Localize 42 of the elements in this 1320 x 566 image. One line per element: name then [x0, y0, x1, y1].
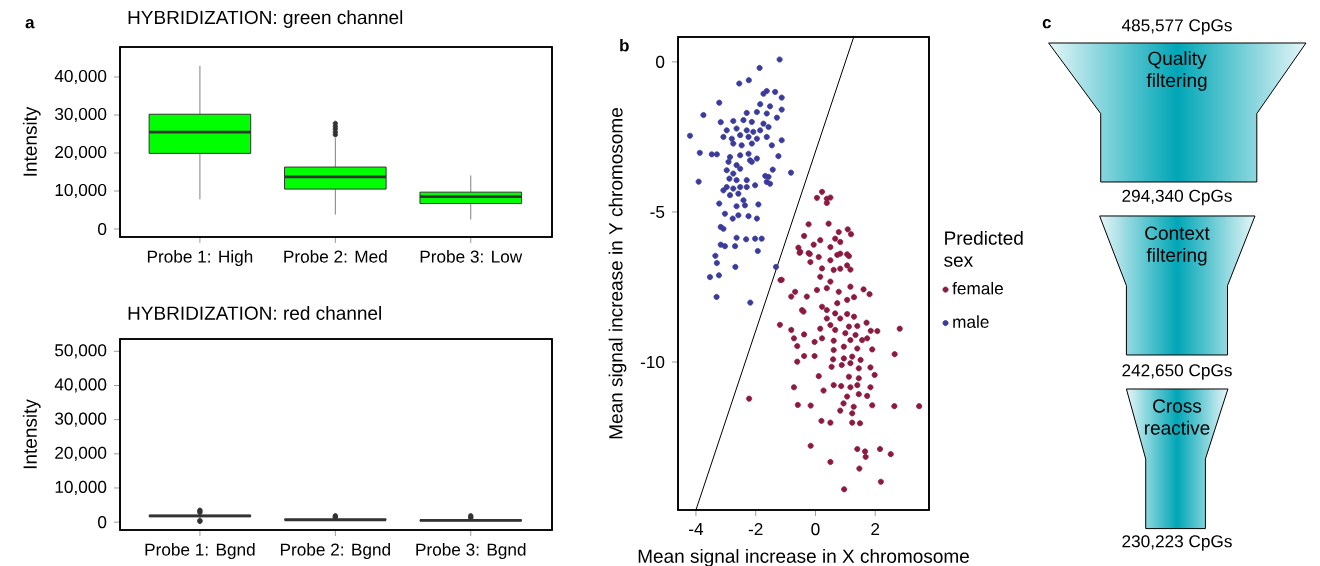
category-label: Cross reactive [1145, 399, 1210, 435]
legend-title: Predicted sex [944, 230, 1023, 267]
text: 242,650 CpGs [1122, 364, 1232, 380]
y-tick-label: 10,000 [55, 183, 107, 199]
x-tick-label: -4 [689, 523, 704, 535]
y-axis-title: Mean signal increase in Y chromosome [608, 108, 627, 439]
text: 294,340 CpGs [1122, 189, 1232, 206]
x-tick-label: Probe 3: Bgnd [416, 543, 526, 560]
x-tick-label: -2 [748, 523, 763, 536]
category-label: Context filtering [1145, 226, 1210, 266]
y-axis-title: Intensity [22, 399, 41, 469]
y-tick-label: 20,000 [55, 446, 107, 461]
y-tick-label: 50,000 [55, 344, 107, 359]
y-tick-label: 30,000 [55, 412, 107, 427]
chart-title: HYBRIDIZATION: red channel [128, 305, 381, 320]
y-axis-title: Intensity [22, 106, 41, 176]
text: 485,577 CpGs [1121, 19, 1232, 35]
legend-label: female [952, 281, 1003, 295]
text: b [620, 39, 629, 52]
y-tick-label: 40,000 [54, 69, 107, 85]
y-tick-label: -5 [650, 205, 665, 218]
y-tick-label: -10 [640, 355, 665, 369]
category-label: Quality filtering [1146, 51, 1207, 91]
y-tick-label: 30,000 [55, 107, 107, 123]
x-tick-label: Probe 1: High [147, 250, 253, 267]
text: 230,223 CpGs [1122, 535, 1232, 551]
x-tick-label: Probe 3: Low [420, 250, 523, 263]
x-tick-label: 2 [871, 523, 880, 536]
text: a [25, 19, 35, 29]
y-tick-label: 40,000 [54, 378, 107, 393]
y-tick-label: 10,000 [55, 480, 107, 496]
x-tick-label: 0 [811, 523, 820, 536]
chart-title: HYBRIDIZATION: green channel [128, 10, 403, 28]
y-tick-label: 0 [656, 55, 665, 68]
x-tick-label: Probe 1: Bgnd [145, 543, 255, 560]
y-tick-label: 0 [98, 222, 107, 236]
x-tick-label: Probe 2: Bgnd [280, 543, 390, 560]
y-tick-label: 20,000 [55, 145, 107, 161]
x-axis-title: Mean signal increase in X chromosome [638, 548, 969, 566]
x-tick-label: Probe 2: Med [284, 250, 387, 263]
legend-label: male [953, 315, 989, 328]
text: c [1042, 19, 1052, 29]
